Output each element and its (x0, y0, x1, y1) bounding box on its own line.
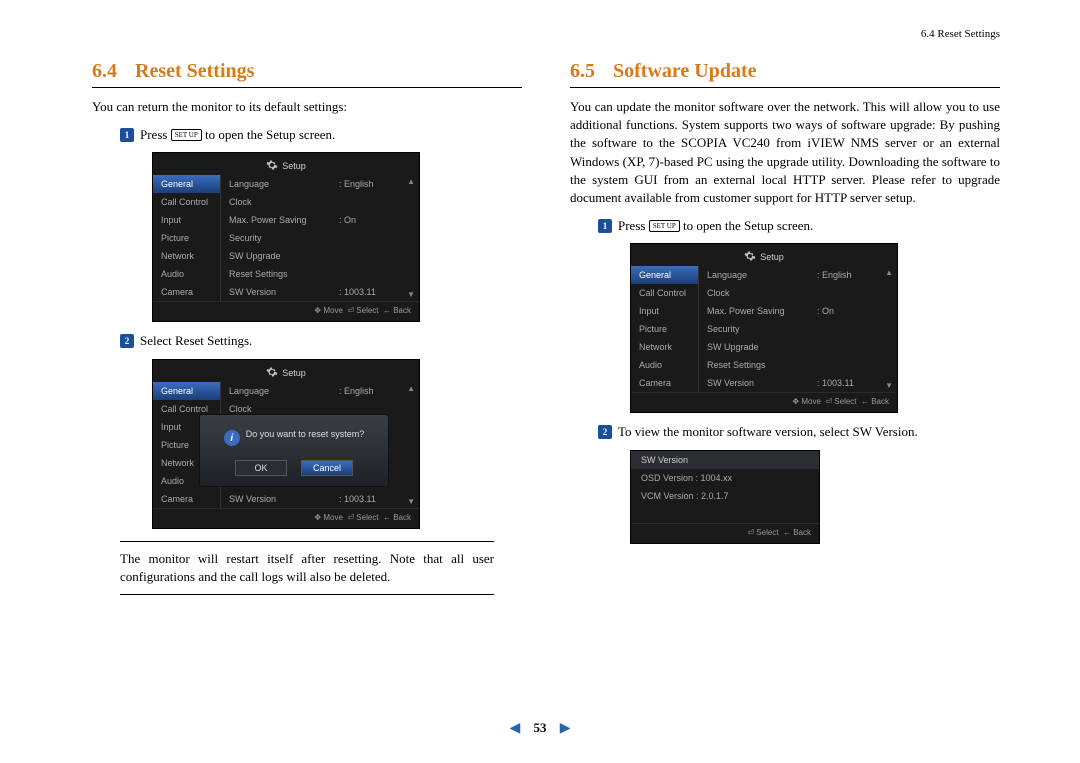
step-text: Press SET UP to open the Setup screen. (618, 217, 1000, 235)
gear-icon (266, 159, 278, 171)
step-number-2: 2 (120, 334, 134, 348)
setup-screenshot-3: ▲ ▼ Setup General Call Control Input Pic… (630, 243, 898, 413)
setup-main: Language: English Clock Max. Power Savin… (699, 266, 897, 392)
heading-text: Software Update (613, 60, 757, 82)
prev-page-icon[interactable]: ◀ (509, 721, 520, 736)
heading-number: 6.4 (92, 60, 117, 82)
sidebar-item-input: Input (631, 302, 699, 320)
reset-confirm-dialog: iDo you want to reset system? OK Cancel (199, 414, 389, 488)
sidebar-item-general: General (153, 175, 221, 193)
gear-icon (744, 250, 756, 262)
sidebar-item-general: General (631, 266, 699, 284)
note-box: The monitor will restart itself after re… (120, 541, 494, 595)
sidebar-item-general: General (153, 382, 221, 400)
sidebar-item-picture: Picture (631, 320, 699, 338)
setup-footer: ✥ Move ⏎ Select ← Back (631, 392, 897, 412)
ok-button[interactable]: OK (235, 460, 287, 476)
sidebar-item-network: Network (153, 247, 221, 265)
step-1: 1 Press SET UP to open the Setup screen. (598, 217, 1000, 235)
left-column: 6.4 Reset Settings You can return the mon… (92, 60, 522, 595)
setup-title: Setup (153, 360, 419, 382)
section-heading-reset: 6.4 Reset Settings (92, 60, 522, 83)
step-number-1: 1 (120, 128, 134, 142)
scroll-up-icon: ▲ (885, 268, 893, 277)
setup-main: Language: English Clock Max. Power Savin… (221, 175, 419, 301)
scroll-down-icon: ▼ (407, 497, 415, 506)
sidebar-item-callcontrol: Call Control (153, 193, 221, 211)
next-page-icon[interactable]: ▶ (560, 721, 571, 736)
scroll-up-icon: ▲ (407, 384, 415, 393)
intro-text: You can return the monitor to its defaul… (92, 98, 522, 116)
step-2: 2 Select Reset Settings. (120, 332, 522, 350)
sidebar-item-input: Input (153, 211, 221, 229)
sidebar-item-callcontrol: Call Control (631, 284, 699, 302)
setup-footer: ✥ Move ⏎ Select ← Back (153, 301, 419, 321)
heading-number: 6.5 (570, 60, 595, 82)
sidebar-item-picture: Picture (153, 229, 221, 247)
sidebar-item-camera: Camera (631, 374, 699, 392)
sidebar-item-audio: Audio (631, 356, 699, 374)
sw-version-screenshot: SW Version OSD Version : 1004.xx VCM Ver… (630, 450, 820, 544)
sw-footer: ⏎ Select ← Back (631, 523, 819, 543)
step-text: To view the monitor software version, se… (618, 423, 1000, 441)
heading-text: Reset Settings (135, 60, 254, 82)
step-text: Press SET UP to open the Setup screen. (140, 126, 522, 144)
setup-footer: ✥ Move ⏎ Select ← Back (153, 508, 419, 528)
setup-sidebar: General Call Control Input Picture Netwo… (631, 266, 699, 392)
setup-keycap: SET UP (171, 129, 202, 141)
cancel-button[interactable]: Cancel (301, 460, 353, 476)
setup-keycap: SET UP (649, 220, 680, 232)
setup-title: Setup (631, 244, 897, 266)
setup-sidebar: General Call Control Input Picture Netwo… (153, 175, 221, 301)
setup-screenshot-1: ▲ ▼ Setup General Call Control Input Pic… (152, 152, 420, 322)
page-navigation: ◀ 53 ▶ (0, 720, 1080, 737)
page-number: 53 (534, 720, 547, 735)
header-breadcrumb: 6.4 Reset Settings (921, 28, 1000, 40)
sidebar-item-audio: Audio (153, 265, 221, 283)
osd-version: OSD Version : 1004.xx (631, 469, 819, 487)
section-heading-update: 6.5 Software Update (570, 60, 1000, 83)
step-number-2: 2 (598, 425, 612, 439)
right-column: 6.5 Software Update You can update the mo… (570, 60, 1000, 595)
sidebar-item-network: Network (631, 338, 699, 356)
info-icon: i (224, 430, 240, 446)
setup-title: Setup (153, 153, 419, 175)
step-1: 1 Press SET UP to open the Setup screen. (120, 126, 522, 144)
dialog-message: iDo you want to reset system? (210, 429, 378, 447)
scroll-down-icon: ▼ (407, 290, 415, 299)
scroll-up-icon: ▲ (407, 177, 415, 186)
setup-screenshot-2: ▲ ▼ Setup General Call Control Input Pic… (152, 359, 420, 529)
step-text: Select Reset Settings. (140, 332, 522, 350)
sw-title: SW Version (631, 451, 819, 469)
step-2: 2 To view the monitor software version, … (598, 423, 1000, 441)
scroll-down-icon: ▼ (885, 381, 893, 390)
sidebar-item-camera: Camera (153, 490, 221, 508)
heading-rule (570, 87, 1000, 88)
gear-icon (266, 366, 278, 378)
sidebar-item-camera: Camera (153, 283, 221, 301)
vcm-version: VCM Version : 2.0.1.7 (631, 487, 819, 505)
step-number-1: 1 (598, 219, 612, 233)
heading-rule (92, 87, 522, 88)
intro-text: You can update the monitor software over… (570, 98, 1000, 207)
